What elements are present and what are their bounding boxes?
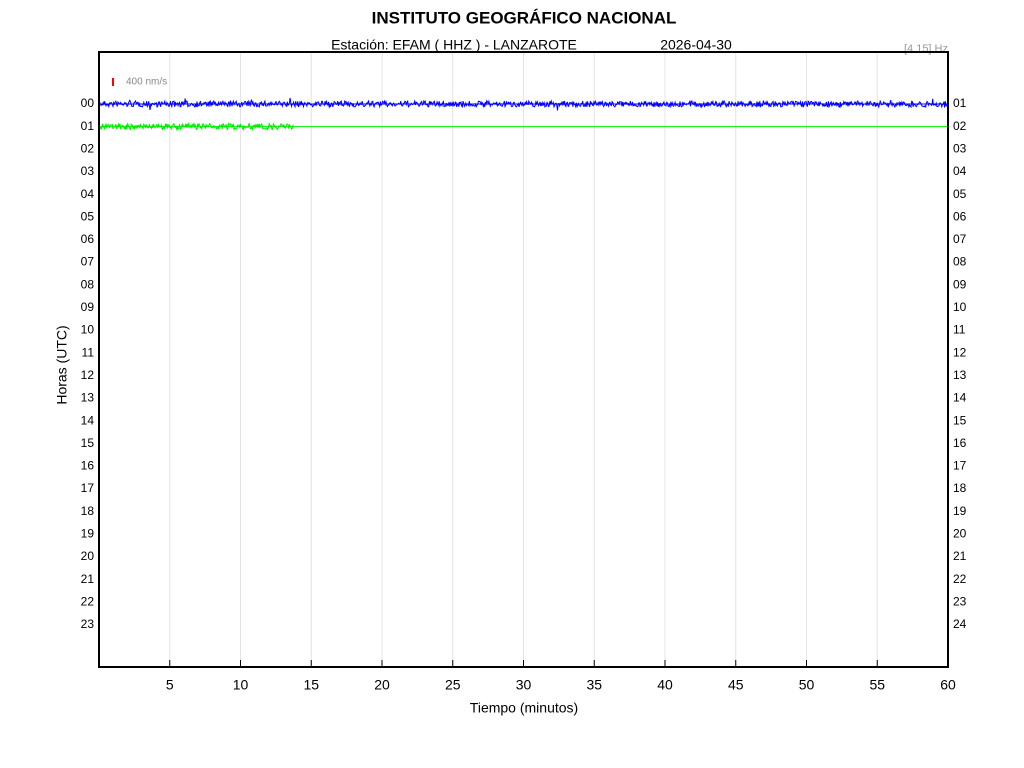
row-label-left: 11 bbox=[82, 345, 95, 359]
row-label-right: 03 bbox=[953, 141, 967, 155]
row-label-right: 05 bbox=[953, 187, 967, 201]
row-label-right: 21 bbox=[953, 549, 967, 563]
x-tick-label: 10 bbox=[233, 677, 249, 693]
row-label-left: 01 bbox=[81, 119, 95, 133]
row-label-left: 10 bbox=[81, 323, 95, 337]
row-label-left: 23 bbox=[81, 617, 95, 631]
row-label-left: 02 bbox=[81, 141, 95, 155]
scale-label: 400 nm/s bbox=[126, 77, 167, 88]
row-label-left: 07 bbox=[81, 255, 95, 269]
chart-subtitle: Estación: EFAM ( HHZ ) - LANZAROTE bbox=[331, 37, 577, 53]
row-label-left: 14 bbox=[81, 413, 95, 427]
row-label-right: 10 bbox=[953, 300, 967, 314]
row-label-left: 18 bbox=[81, 504, 95, 518]
row-label-left: 05 bbox=[81, 209, 95, 223]
row-label-right: 18 bbox=[953, 481, 967, 495]
row-label-left: 08 bbox=[81, 277, 95, 291]
row-label-right: 24 bbox=[953, 617, 967, 631]
row-label-right: 06 bbox=[953, 209, 967, 223]
row-label-left: 20 bbox=[81, 549, 95, 563]
row-label-left: 17 bbox=[81, 481, 95, 495]
x-tick-label: 50 bbox=[799, 677, 815, 693]
row-label-right: 22 bbox=[953, 572, 967, 586]
row-label-right: 23 bbox=[953, 594, 967, 608]
x-tick-label: 35 bbox=[586, 677, 602, 693]
chart-title: INSTITUTO GEOGRÁFICO NACIONAL bbox=[372, 8, 677, 27]
row-label-left: 03 bbox=[81, 164, 95, 178]
y-axis-label: Horas (UTC) bbox=[54, 325, 70, 404]
row-label-right: 02 bbox=[953, 119, 967, 133]
row-label-right: 13 bbox=[953, 368, 967, 382]
row-label-left: 22 bbox=[81, 594, 95, 608]
row-label-right: 04 bbox=[953, 164, 967, 178]
row-label-left: 00 bbox=[81, 96, 95, 110]
row-label-right: 11 bbox=[953, 323, 966, 337]
row-label-right: 16 bbox=[953, 436, 967, 450]
x-tick-label: 15 bbox=[303, 677, 319, 693]
row-label-right: 12 bbox=[953, 345, 967, 359]
x-tick-label: 30 bbox=[516, 677, 532, 693]
row-label-right: 19 bbox=[953, 504, 967, 518]
row-label-right: 14 bbox=[953, 391, 967, 405]
row-label-left: 21 bbox=[81, 572, 95, 586]
row-label-right: 17 bbox=[953, 459, 967, 473]
row-label-left: 06 bbox=[81, 232, 95, 246]
date: 2026-04-30 bbox=[660, 37, 732, 53]
row-label-left: 09 bbox=[81, 300, 95, 314]
row-label-right: 08 bbox=[953, 255, 967, 269]
x-tick-label: 55 bbox=[869, 677, 885, 693]
row-label-left: 16 bbox=[81, 459, 95, 473]
x-tick-label: 5 bbox=[166, 677, 174, 693]
row-label-right: 01 bbox=[953, 96, 967, 110]
row-label-right: 15 bbox=[953, 413, 967, 427]
row-label-left: 12 bbox=[81, 368, 95, 382]
row-label-right: 09 bbox=[953, 277, 967, 291]
filter: [4 15] Hz bbox=[904, 43, 948, 55]
row-label-left: 13 bbox=[81, 391, 95, 405]
x-axis-label: Tiempo (minutos) bbox=[470, 700, 578, 716]
row-label-right: 07 bbox=[953, 232, 967, 246]
x-tick-label: 40 bbox=[657, 677, 673, 693]
x-tick-label: 60 bbox=[940, 677, 956, 693]
row-label-left: 04 bbox=[81, 187, 95, 201]
x-tick-label: 45 bbox=[728, 677, 744, 693]
row-label-right: 20 bbox=[953, 527, 967, 541]
scale-bar bbox=[112, 78, 114, 86]
plot-frame bbox=[98, 51, 949, 668]
row-label-left: 19 bbox=[81, 527, 95, 541]
row-label-left: 15 bbox=[81, 436, 95, 450]
x-tick-label: 25 bbox=[445, 677, 461, 693]
x-tick-label: 20 bbox=[374, 677, 390, 693]
